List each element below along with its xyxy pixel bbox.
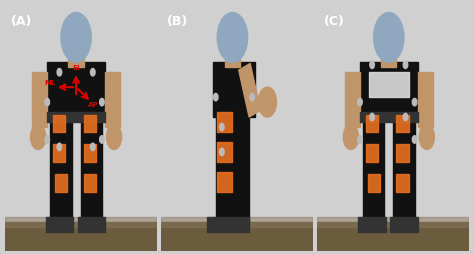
Circle shape: [91, 69, 95, 76]
Bar: [369, 72, 409, 97]
Bar: [69, 52, 84, 67]
Bar: [32, 72, 47, 127]
Bar: [239, 64, 261, 117]
Circle shape: [100, 98, 104, 106]
Bar: [367, 174, 380, 192]
Circle shape: [412, 98, 417, 106]
Bar: [366, 115, 378, 132]
Text: (C): (C): [324, 15, 345, 28]
Bar: [84, 115, 96, 132]
Text: (B): (B): [167, 15, 189, 28]
Bar: [366, 145, 378, 162]
Bar: [78, 217, 105, 232]
Circle shape: [343, 124, 358, 149]
Bar: [161, 217, 313, 227]
Bar: [217, 172, 232, 192]
Circle shape: [250, 93, 255, 101]
Bar: [363, 117, 384, 221]
Circle shape: [358, 98, 362, 106]
Circle shape: [403, 113, 408, 121]
Circle shape: [57, 143, 62, 151]
Circle shape: [258, 87, 276, 117]
Bar: [47, 62, 105, 117]
Circle shape: [91, 143, 95, 151]
Circle shape: [219, 123, 224, 131]
Bar: [47, 112, 105, 122]
Circle shape: [30, 124, 46, 149]
Bar: [358, 217, 386, 232]
Bar: [50, 117, 72, 221]
Circle shape: [213, 93, 218, 101]
Circle shape: [358, 136, 362, 143]
Bar: [345, 72, 360, 127]
Bar: [5, 217, 156, 227]
Text: AP: AP: [88, 102, 98, 108]
Bar: [55, 174, 67, 192]
Circle shape: [61, 12, 91, 62]
Bar: [5, 221, 156, 251]
Bar: [207, 217, 249, 232]
Circle shape: [57, 69, 62, 76]
Bar: [360, 62, 418, 117]
Circle shape: [107, 124, 122, 149]
Bar: [84, 145, 96, 162]
Circle shape: [45, 136, 49, 143]
Circle shape: [374, 12, 404, 62]
Circle shape: [370, 113, 374, 121]
Bar: [217, 142, 232, 162]
Circle shape: [370, 61, 374, 69]
Bar: [418, 72, 433, 127]
Circle shape: [45, 98, 49, 106]
Bar: [216, 117, 249, 221]
Bar: [381, 52, 396, 67]
Text: (A): (A): [11, 15, 32, 28]
Circle shape: [219, 148, 224, 156]
Bar: [396, 174, 409, 192]
Text: SI: SI: [73, 65, 80, 71]
Bar: [53, 115, 65, 132]
Circle shape: [100, 136, 104, 143]
Bar: [396, 115, 409, 132]
Bar: [318, 221, 469, 251]
Bar: [81, 117, 102, 221]
Circle shape: [403, 61, 408, 69]
Bar: [161, 221, 313, 251]
Bar: [393, 117, 415, 221]
Bar: [396, 145, 409, 162]
Bar: [213, 62, 255, 117]
Circle shape: [412, 136, 417, 143]
Bar: [53, 145, 65, 162]
Bar: [390, 217, 418, 232]
Circle shape: [217, 12, 247, 62]
Bar: [84, 174, 96, 192]
Bar: [105, 72, 120, 127]
Bar: [217, 112, 232, 132]
Bar: [46, 217, 73, 232]
Bar: [318, 217, 469, 227]
Bar: [225, 52, 240, 67]
Circle shape: [419, 124, 434, 149]
Text: ML: ML: [45, 80, 56, 86]
Bar: [360, 112, 418, 122]
